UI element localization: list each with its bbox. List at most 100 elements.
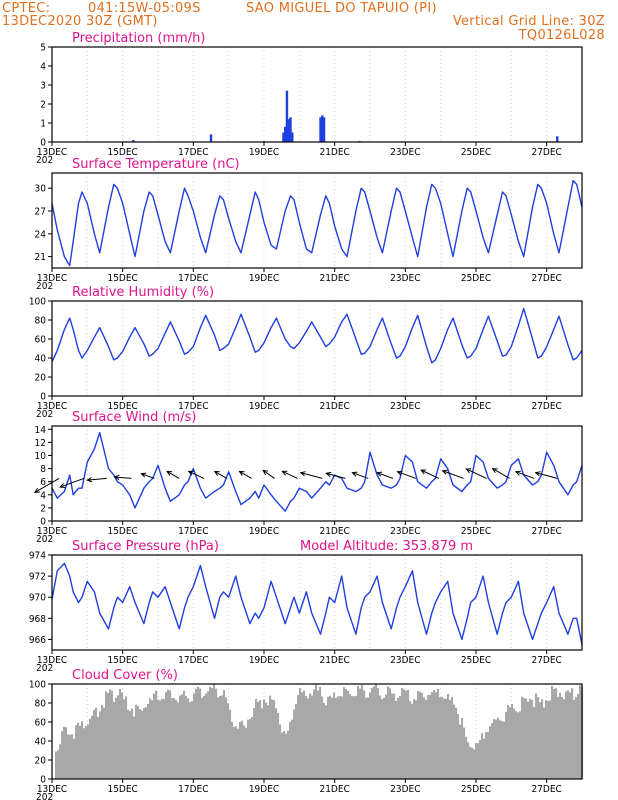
cloud-bar xyxy=(317,690,320,779)
precipitation-xtick-label: 27DEC xyxy=(531,147,561,158)
cloud-bar xyxy=(379,695,382,779)
pressure-ytick-label: 974 xyxy=(29,551,46,562)
wind-arrow-shaft xyxy=(442,470,464,479)
model-altitude-label: Model Altitude: 353.879 m xyxy=(300,539,473,554)
cloud-bar xyxy=(507,705,510,779)
wind-xtick-label: 23DEC xyxy=(390,526,420,537)
cloud-bar xyxy=(499,720,502,779)
header-grid-label: Vertical Grid Line: 30Z xyxy=(453,14,605,29)
cloud-bar xyxy=(525,698,528,779)
temperature-panel: 21 24 27 30 13DEC 15DEC 17DEC 19DEC 21DEC 23DEC 25… xyxy=(35,157,583,292)
cloud-bar xyxy=(407,689,410,779)
cloud-bar xyxy=(329,695,332,779)
cloud-bar xyxy=(387,686,390,779)
cloud-bar xyxy=(271,699,274,779)
precipitation-bar xyxy=(285,90,289,142)
wind-arrow-head xyxy=(262,469,269,475)
cloud-bar xyxy=(521,696,524,779)
wind-arrow-head xyxy=(514,470,521,476)
wind-vector-arrow xyxy=(140,472,155,479)
cloud-bar xyxy=(455,707,458,779)
cloud-bar xyxy=(545,700,548,779)
temperature-xtick-label: 23DEC xyxy=(390,273,420,284)
cloud-bar xyxy=(119,688,122,779)
cloud-bar xyxy=(373,686,376,779)
cloud-bar xyxy=(301,692,304,779)
cloud-bar xyxy=(319,686,322,779)
precipitation-xtick-label: 23DEC xyxy=(390,147,420,158)
cloud-bar xyxy=(411,703,414,779)
cloud-bar xyxy=(415,700,418,779)
cloud-bar xyxy=(495,719,498,779)
wind-title: Surface Wind (m/s) xyxy=(72,410,196,425)
cloud-bar xyxy=(87,724,90,779)
cloud-bar xyxy=(225,697,228,779)
cloud-bar xyxy=(175,699,178,779)
cloud-bar xyxy=(133,716,136,779)
temperature-xtick-label: 21DEC xyxy=(319,273,349,284)
wind-arrow-shaft xyxy=(300,472,323,479)
cloud-bar xyxy=(427,695,430,779)
cloud-ytick-label: 0 xyxy=(40,775,46,786)
cloud-bar xyxy=(459,724,462,779)
wind-arrow-head xyxy=(213,470,220,476)
wind-arrow-head xyxy=(238,470,245,476)
cloud-bar xyxy=(481,733,484,779)
cloud-xtick-label: 15DEC xyxy=(107,784,137,795)
wind-vector-arrow xyxy=(396,470,417,479)
cloud-bar xyxy=(519,711,522,779)
wind-vector-arrow xyxy=(325,471,346,479)
cloud-bar xyxy=(231,721,234,779)
pressure-xtick-label: 15DEC xyxy=(107,655,137,666)
cloud-bar xyxy=(347,690,350,779)
wind-arrow-shaft xyxy=(466,468,487,479)
temperature-year-fragment: 202 xyxy=(36,281,53,292)
cloud-bar xyxy=(541,699,544,779)
cloud-bar xyxy=(397,697,400,779)
wind-arrow-shaft xyxy=(397,471,417,479)
cloud-bar xyxy=(473,749,476,779)
cloud-bar xyxy=(153,693,156,779)
cloud-bar xyxy=(307,698,310,779)
cloud-bar xyxy=(191,701,194,779)
pressure-year-fragment: 202 xyxy=(36,663,53,674)
cloud-bar xyxy=(413,699,416,779)
cloud-bar xyxy=(439,697,442,779)
cloud-bar xyxy=(99,711,102,779)
temperature-xtick-label: 25DEC xyxy=(461,273,491,284)
wind-vector-arrow xyxy=(491,468,510,479)
cloud-bar xyxy=(345,688,348,779)
wind-ytick-label: 12 xyxy=(35,438,46,449)
cloud-bar xyxy=(573,699,576,779)
cloud-bar xyxy=(203,695,206,779)
wind-ytick-label: 6 xyxy=(40,477,46,488)
cloud-bar xyxy=(515,711,518,779)
wind-arrow-shaft xyxy=(535,472,558,479)
cloud-year-fragment: 202 xyxy=(36,792,53,800)
pressure-xtick-label: 25DEC xyxy=(461,655,491,666)
wind-ytick-label: 2 xyxy=(40,503,46,514)
wind-arrow-shaft xyxy=(166,470,180,479)
wind-arrow-head xyxy=(376,471,383,477)
cloud-bar xyxy=(89,718,92,779)
wind-ytick-label: 4 xyxy=(40,490,46,501)
cloud-bar xyxy=(467,742,470,779)
cloud-bar xyxy=(159,700,162,779)
wind-vector-arrow xyxy=(441,469,464,479)
wind-vector-arrow xyxy=(299,471,323,479)
cloud-bar xyxy=(489,726,492,779)
wind-arrow-head xyxy=(325,471,332,477)
cloud-xtick-label: 21DEC xyxy=(319,784,349,795)
cloud-bar xyxy=(253,708,256,779)
cloud-bar xyxy=(457,714,460,779)
wind-arrow-head xyxy=(113,474,120,480)
cloud-bar xyxy=(561,696,564,779)
cloud-bar xyxy=(145,707,148,779)
cloud-bar xyxy=(327,696,330,779)
cloud-bar xyxy=(93,709,96,779)
wind-xtick-label: 25DEC xyxy=(461,526,491,537)
cloud-bar xyxy=(127,709,130,779)
wind-arrow-shaft xyxy=(515,471,535,479)
precipitation-bar xyxy=(209,134,213,142)
wind-vector-arrow xyxy=(238,470,252,479)
